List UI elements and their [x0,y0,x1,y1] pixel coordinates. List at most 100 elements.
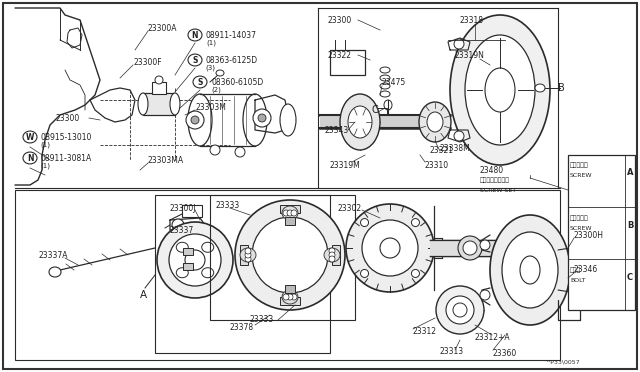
Text: 23303MA: 23303MA [148,155,184,164]
Text: 08360-6105D: 08360-6105D [211,77,263,87]
Text: 23360: 23360 [493,349,517,357]
Text: スクリューセット: スクリューセット [480,177,510,183]
Text: 23303M: 23303M [195,103,226,112]
Ellipse shape [243,94,267,146]
Ellipse shape [427,112,443,132]
Ellipse shape [380,238,400,258]
Text: 23300J: 23300J [170,203,196,212]
Ellipse shape [235,147,245,157]
Text: 08911-3081A: 08911-3081A [40,154,92,163]
Text: 23346: 23346 [574,266,598,275]
Text: スクリュー: スクリュー [570,215,589,221]
Ellipse shape [454,39,464,49]
Ellipse shape [185,250,205,270]
Ellipse shape [235,200,345,310]
Ellipse shape [380,91,390,97]
Text: スクリュー: スクリュー [570,162,589,168]
Text: 23480: 23480 [480,166,504,174]
Text: 23300F: 23300F [133,58,162,67]
Text: 23300A: 23300A [148,23,177,32]
Text: 23338M: 23338M [440,144,471,153]
Text: (3): (3) [205,65,215,71]
Ellipse shape [49,267,61,277]
Ellipse shape [23,131,37,143]
Ellipse shape [450,15,550,165]
Text: 0B915-13010: 0B915-13010 [40,132,92,141]
Ellipse shape [535,84,545,92]
Text: 23312: 23312 [413,327,437,337]
Text: N: N [27,154,33,163]
Ellipse shape [287,294,293,300]
Ellipse shape [138,93,148,115]
Ellipse shape [280,104,296,136]
Text: 23300: 23300 [328,16,352,25]
Ellipse shape [291,210,297,216]
Ellipse shape [458,236,482,260]
Text: B: B [558,83,564,93]
Ellipse shape [346,204,434,292]
Text: 23475: 23475 [382,77,406,87]
Text: 23300: 23300 [55,113,79,122]
Bar [182,205,202,217]
Text: 23343: 23343 [325,125,349,135]
Ellipse shape [480,290,490,300]
Text: 23302: 23302 [338,203,362,212]
Text: 08911-14037: 08911-14037 [206,31,257,39]
Text: N: N [192,31,198,39]
Text: 23318: 23318 [460,16,484,25]
Polygon shape [240,245,248,265]
Ellipse shape [258,114,266,122]
Text: S: S [197,77,203,87]
Text: 23322: 23322 [328,51,352,60]
Ellipse shape [329,252,335,258]
Text: 23333: 23333 [250,315,275,324]
Ellipse shape [188,54,202,66]
Ellipse shape [252,217,328,293]
Text: S: S [192,55,198,64]
Ellipse shape [360,269,369,278]
Ellipse shape [454,131,464,141]
Ellipse shape [446,296,474,324]
Bar [285,285,295,293]
Ellipse shape [210,145,220,155]
Ellipse shape [283,294,289,300]
Bar [183,248,193,255]
Ellipse shape [412,269,419,278]
Ellipse shape [240,248,256,262]
Text: ボルト: ボルト [570,267,581,273]
Ellipse shape [186,111,204,129]
Ellipse shape [282,206,298,220]
Ellipse shape [480,240,490,250]
Ellipse shape [287,210,293,216]
Ellipse shape [216,70,224,76]
Bar [210,195,355,320]
Ellipse shape [245,256,251,262]
Ellipse shape [324,248,340,262]
Text: SCREW: SCREW [570,225,593,231]
Text: 23321: 23321 [430,145,454,154]
Ellipse shape [188,29,202,41]
Ellipse shape [191,116,199,124]
Ellipse shape [453,303,467,317]
Bar [152,82,166,94]
Bar [155,195,330,353]
Text: 08363-6125D: 08363-6125D [206,55,258,64]
Ellipse shape [520,256,540,284]
Text: (1): (1) [206,40,216,46]
Ellipse shape [170,93,180,115]
Text: 23319M: 23319M [330,160,361,170]
Bar [568,155,635,310]
Ellipse shape [202,268,214,278]
Bar [375,108,387,118]
Ellipse shape [348,106,372,138]
Ellipse shape [176,268,188,278]
Text: B: B [627,221,633,230]
Ellipse shape [172,219,184,231]
Text: ^P33\0057: ^P33\0057 [545,359,580,365]
Ellipse shape [502,232,558,308]
Ellipse shape [188,94,212,146]
Ellipse shape [157,222,233,298]
Bar [348,206,432,290]
Polygon shape [280,205,300,213]
Ellipse shape [380,83,390,89]
